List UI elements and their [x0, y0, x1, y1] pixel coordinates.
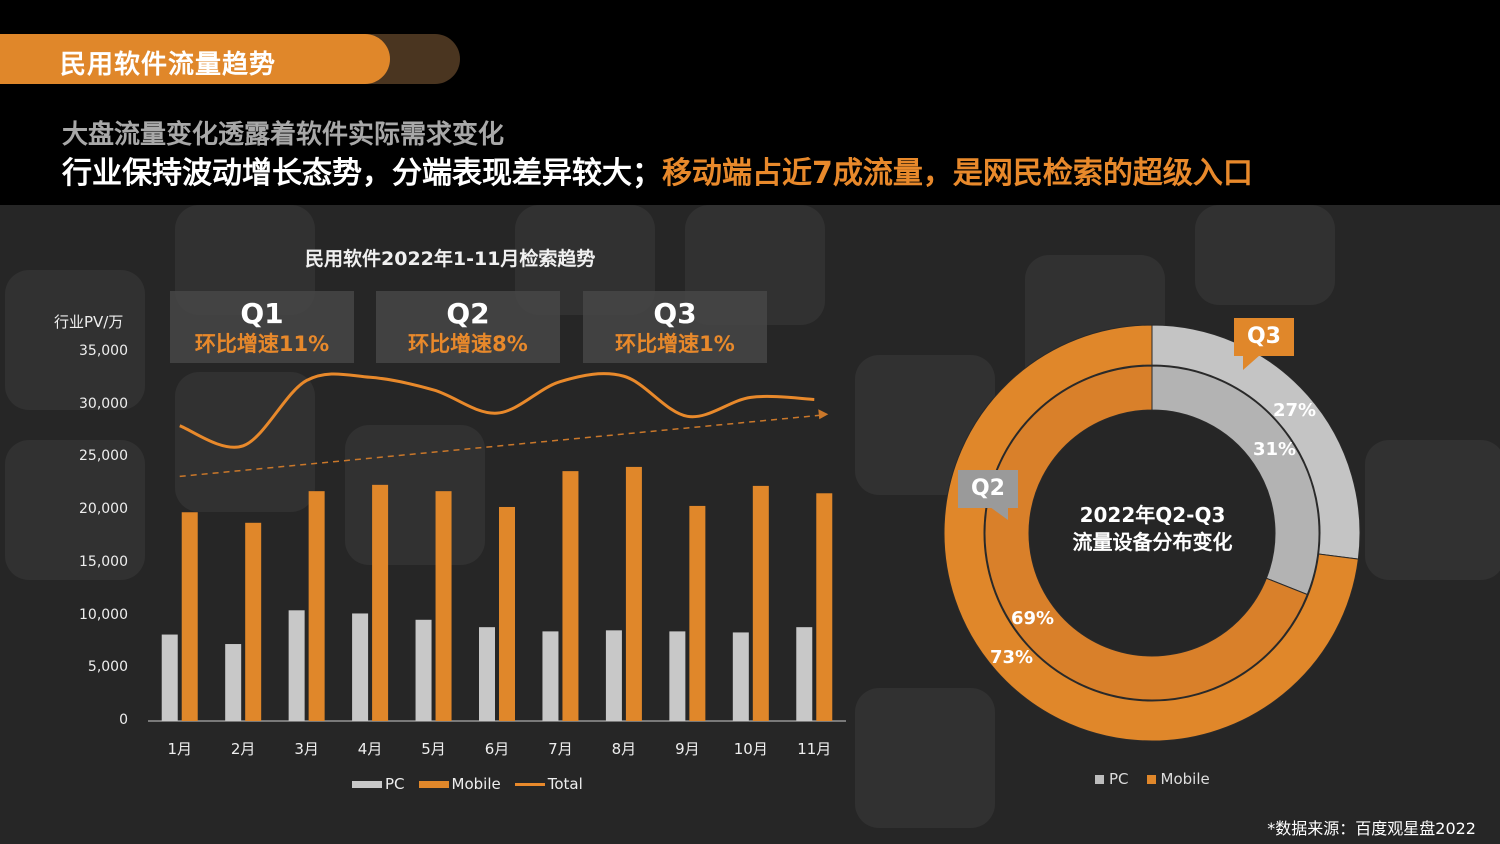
donut-tag-q3: Q3 [1234, 318, 1294, 356]
bar-pc [352, 613, 369, 721]
subtitle-primary: 大盘流量变化透露着软件实际需求变化 [62, 120, 505, 150]
donut-tag-q3-pointer [1243, 355, 1260, 370]
y-tick-label: 0 [119, 712, 128, 728]
x-tick-label: 8月 [611, 740, 637, 758]
page-title: 民用软件流量趋势 [60, 50, 277, 80]
bar-pc [225, 644, 242, 721]
chart-title: 民用软件2022年1-11月检索趋势 [305, 248, 596, 270]
donut-legend-swatch-pc [1095, 774, 1104, 784]
data-source: *数据来源：百度观星盘2022 [1267, 819, 1476, 838]
x-tick-label: 3月 [294, 740, 319, 758]
donut-legend-label-pc: PC [1109, 770, 1129, 788]
quarter-growth: 环比增速11% [194, 332, 330, 356]
bar-mobile [562, 471, 579, 721]
donut-slice-q2-mobile [984, 365, 1308, 701]
y-tick-label: 30,000 [79, 395, 128, 412]
line-total [179, 372, 815, 449]
bar-pc [796, 627, 813, 721]
x-tick-label: 9月 [675, 740, 700, 758]
legend-label-mobile: Mobile [451, 775, 501, 793]
bar-mobile [499, 506, 515, 721]
bar-mobile [435, 491, 452, 721]
legend-swatch-pc [352, 780, 382, 788]
legend-label-pc: PC [385, 775, 405, 793]
bg-app-icon [855, 688, 995, 828]
bg-app-icon [345, 425, 485, 565]
y-tick-label: 35,000 [79, 343, 128, 359]
y-axis-title: 行业PV/万 [54, 313, 124, 331]
bar-pc [288, 610, 305, 721]
legend-label-total: Total [547, 775, 583, 793]
quarter-label: Q1 [240, 297, 284, 330]
bar-mobile [181, 512, 198, 721]
bar-pc [605, 630, 622, 721]
bar-pc [415, 619, 432, 721]
trend-line [179, 414, 821, 478]
donut-tag-q2-pointer [990, 507, 1008, 520]
bar-pc [161, 634, 178, 721]
pct-q3-mobile: 73% [990, 647, 1034, 668]
bar-mobile [308, 491, 325, 721]
quarter-growth: 环比增速1% [615, 332, 735, 356]
title-pill [0, 34, 390, 84]
x-tick-label: 11月 [797, 740, 832, 758]
bg-app-icon [1365, 440, 1500, 580]
x-tick-label: 5月 [421, 740, 446, 758]
quarter-growth: 环比增速8% [408, 332, 528, 356]
bar-pc [542, 631, 559, 721]
subtitle-highlight: 移动端占近7成流量，是网民检索的超级入口 [662, 156, 1253, 191]
quarter-label: Q3 [653, 297, 697, 330]
legend-swatch-mobile [418, 780, 449, 788]
pct-q2-mobile: 69% [1011, 608, 1055, 629]
donut-slice-q2-pc [1151, 365, 1320, 596]
y-tick-label: 25,000 [79, 448, 128, 465]
x-tick-label: 6月 [484, 740, 510, 758]
x-tick-label: 1月 [167, 740, 192, 758]
donut-legend: PC Mobile [1095, 770, 1210, 788]
donut-legend-swatch-mobile [1146, 774, 1156, 784]
quarter-box-q1: Q1 环比增速11% [170, 291, 354, 363]
subtitle-secondary: 行业保持波动增长态势，分端表现差异较大；移动端占近7成流量，是网民检索的超级入口 [62, 148, 1253, 192]
bar-mobile [625, 466, 642, 721]
chart-legend: PC Mobile Total [352, 775, 583, 793]
quarter-box-q3: Q3 环比增速1% [583, 291, 767, 363]
bar-mobile [689, 505, 706, 721]
x-tick-label: 7月 [548, 740, 573, 758]
subtitle-white-part: 行业保持波动增长态势，分端表现差异较大； [62, 156, 662, 191]
bar-pc [669, 631, 686, 721]
donut-legend-label-mobile: Mobile [1160, 770, 1210, 788]
pct-q2-pc: 31% [1253, 439, 1297, 460]
donut-center-line1: 2022年Q2-Q3 [1079, 503, 1226, 527]
pct-q3-pc: 27% [1273, 400, 1317, 421]
bar-mobile [816, 493, 833, 721]
legend-swatch-total [514, 782, 545, 786]
bar-mobile [372, 484, 389, 721]
bar-mobile [245, 522, 262, 721]
trend-arrow-head [818, 409, 829, 420]
x-tick-label: 10月 [733, 740, 768, 758]
x-tick-label: 4月 [357, 740, 383, 758]
bar-mobile [752, 485, 769, 721]
bg-app-icon [5, 440, 145, 580]
bar-pc [479, 627, 495, 721]
donut-tag-q2: Q2 [958, 470, 1018, 508]
y-tick-label: 10,000 [79, 606, 128, 623]
quarter-box-q2: Q2 环比增速8% [376, 291, 560, 363]
bg-app-icon [1195, 205, 1335, 305]
y-tick-label: 15,000 [79, 553, 128, 570]
bg-app-icon [5, 270, 145, 410]
donut-slice-q3-mobile [943, 324, 1359, 742]
donut-center-line2: 流量设备分布变化 [1072, 530, 1233, 554]
donut-center-label: 2022年Q2-Q3 流量设备分布变化 [1050, 502, 1255, 556]
bar-pc [732, 632, 749, 721]
quarter-label: Q2 [446, 297, 490, 330]
y-tick-label: 5,000 [87, 659, 128, 676]
x-tick-label: 2月 [230, 740, 256, 758]
y-tick-label: 20,000 [79, 501, 128, 518]
